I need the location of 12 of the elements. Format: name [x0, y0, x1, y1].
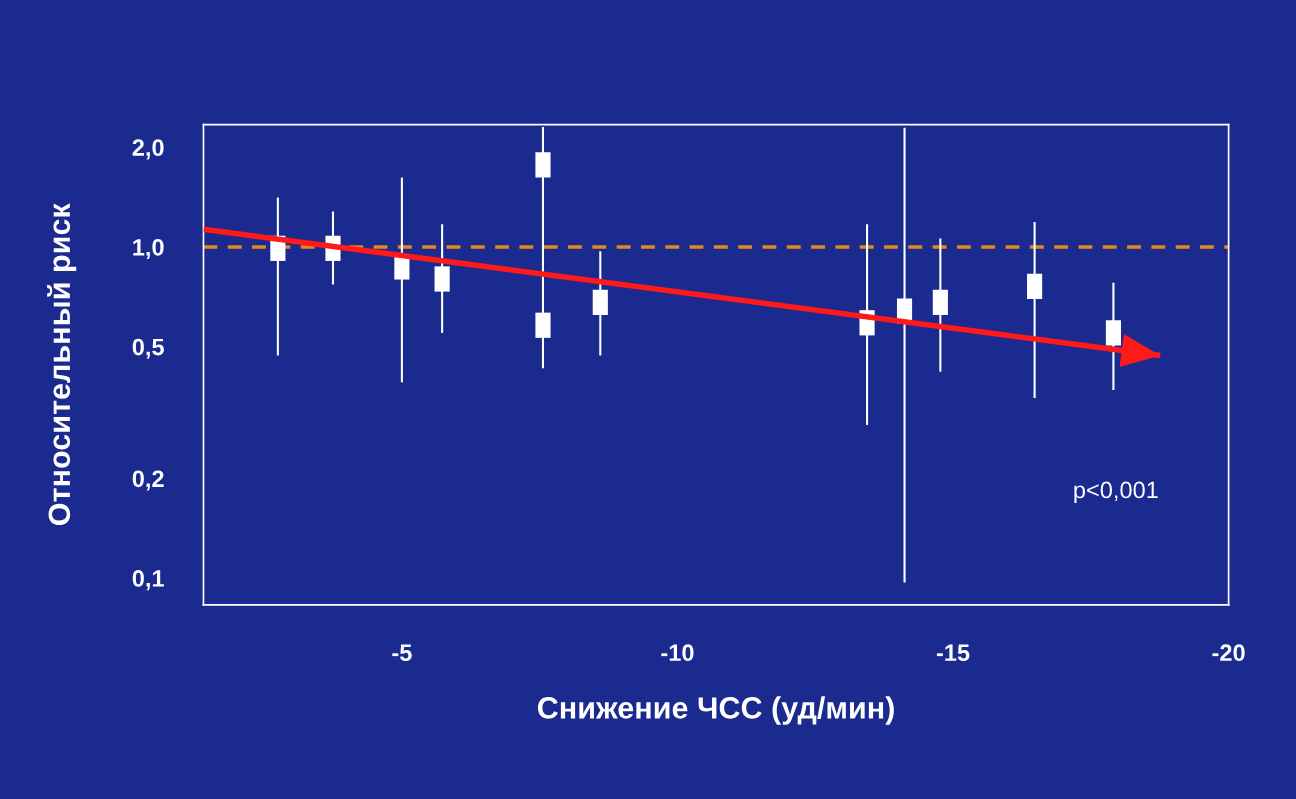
x-tick-label: -15 [936, 644, 970, 662]
y-axis-title: Относительный риск [47, 203, 77, 525]
y-tick-label: 0,2 [132, 470, 164, 491]
x-tick-label: -10 [661, 644, 694, 662]
x-axis-title: Снижение ЧСС (уд/мин) [537, 696, 894, 725]
y-tick-label: 0,5 [132, 338, 164, 359]
annotation: p<0,001 [1074, 481, 1158, 503]
x-tick-label: -5 [392, 644, 412, 662]
x-tick-label: -20 [1212, 644, 1245, 662]
y-tick-label: 0,1 [132, 570, 164, 591]
y-tick-label: 1,0 [133, 238, 164, 260]
y-tick-label: 2,0 [132, 139, 164, 160]
